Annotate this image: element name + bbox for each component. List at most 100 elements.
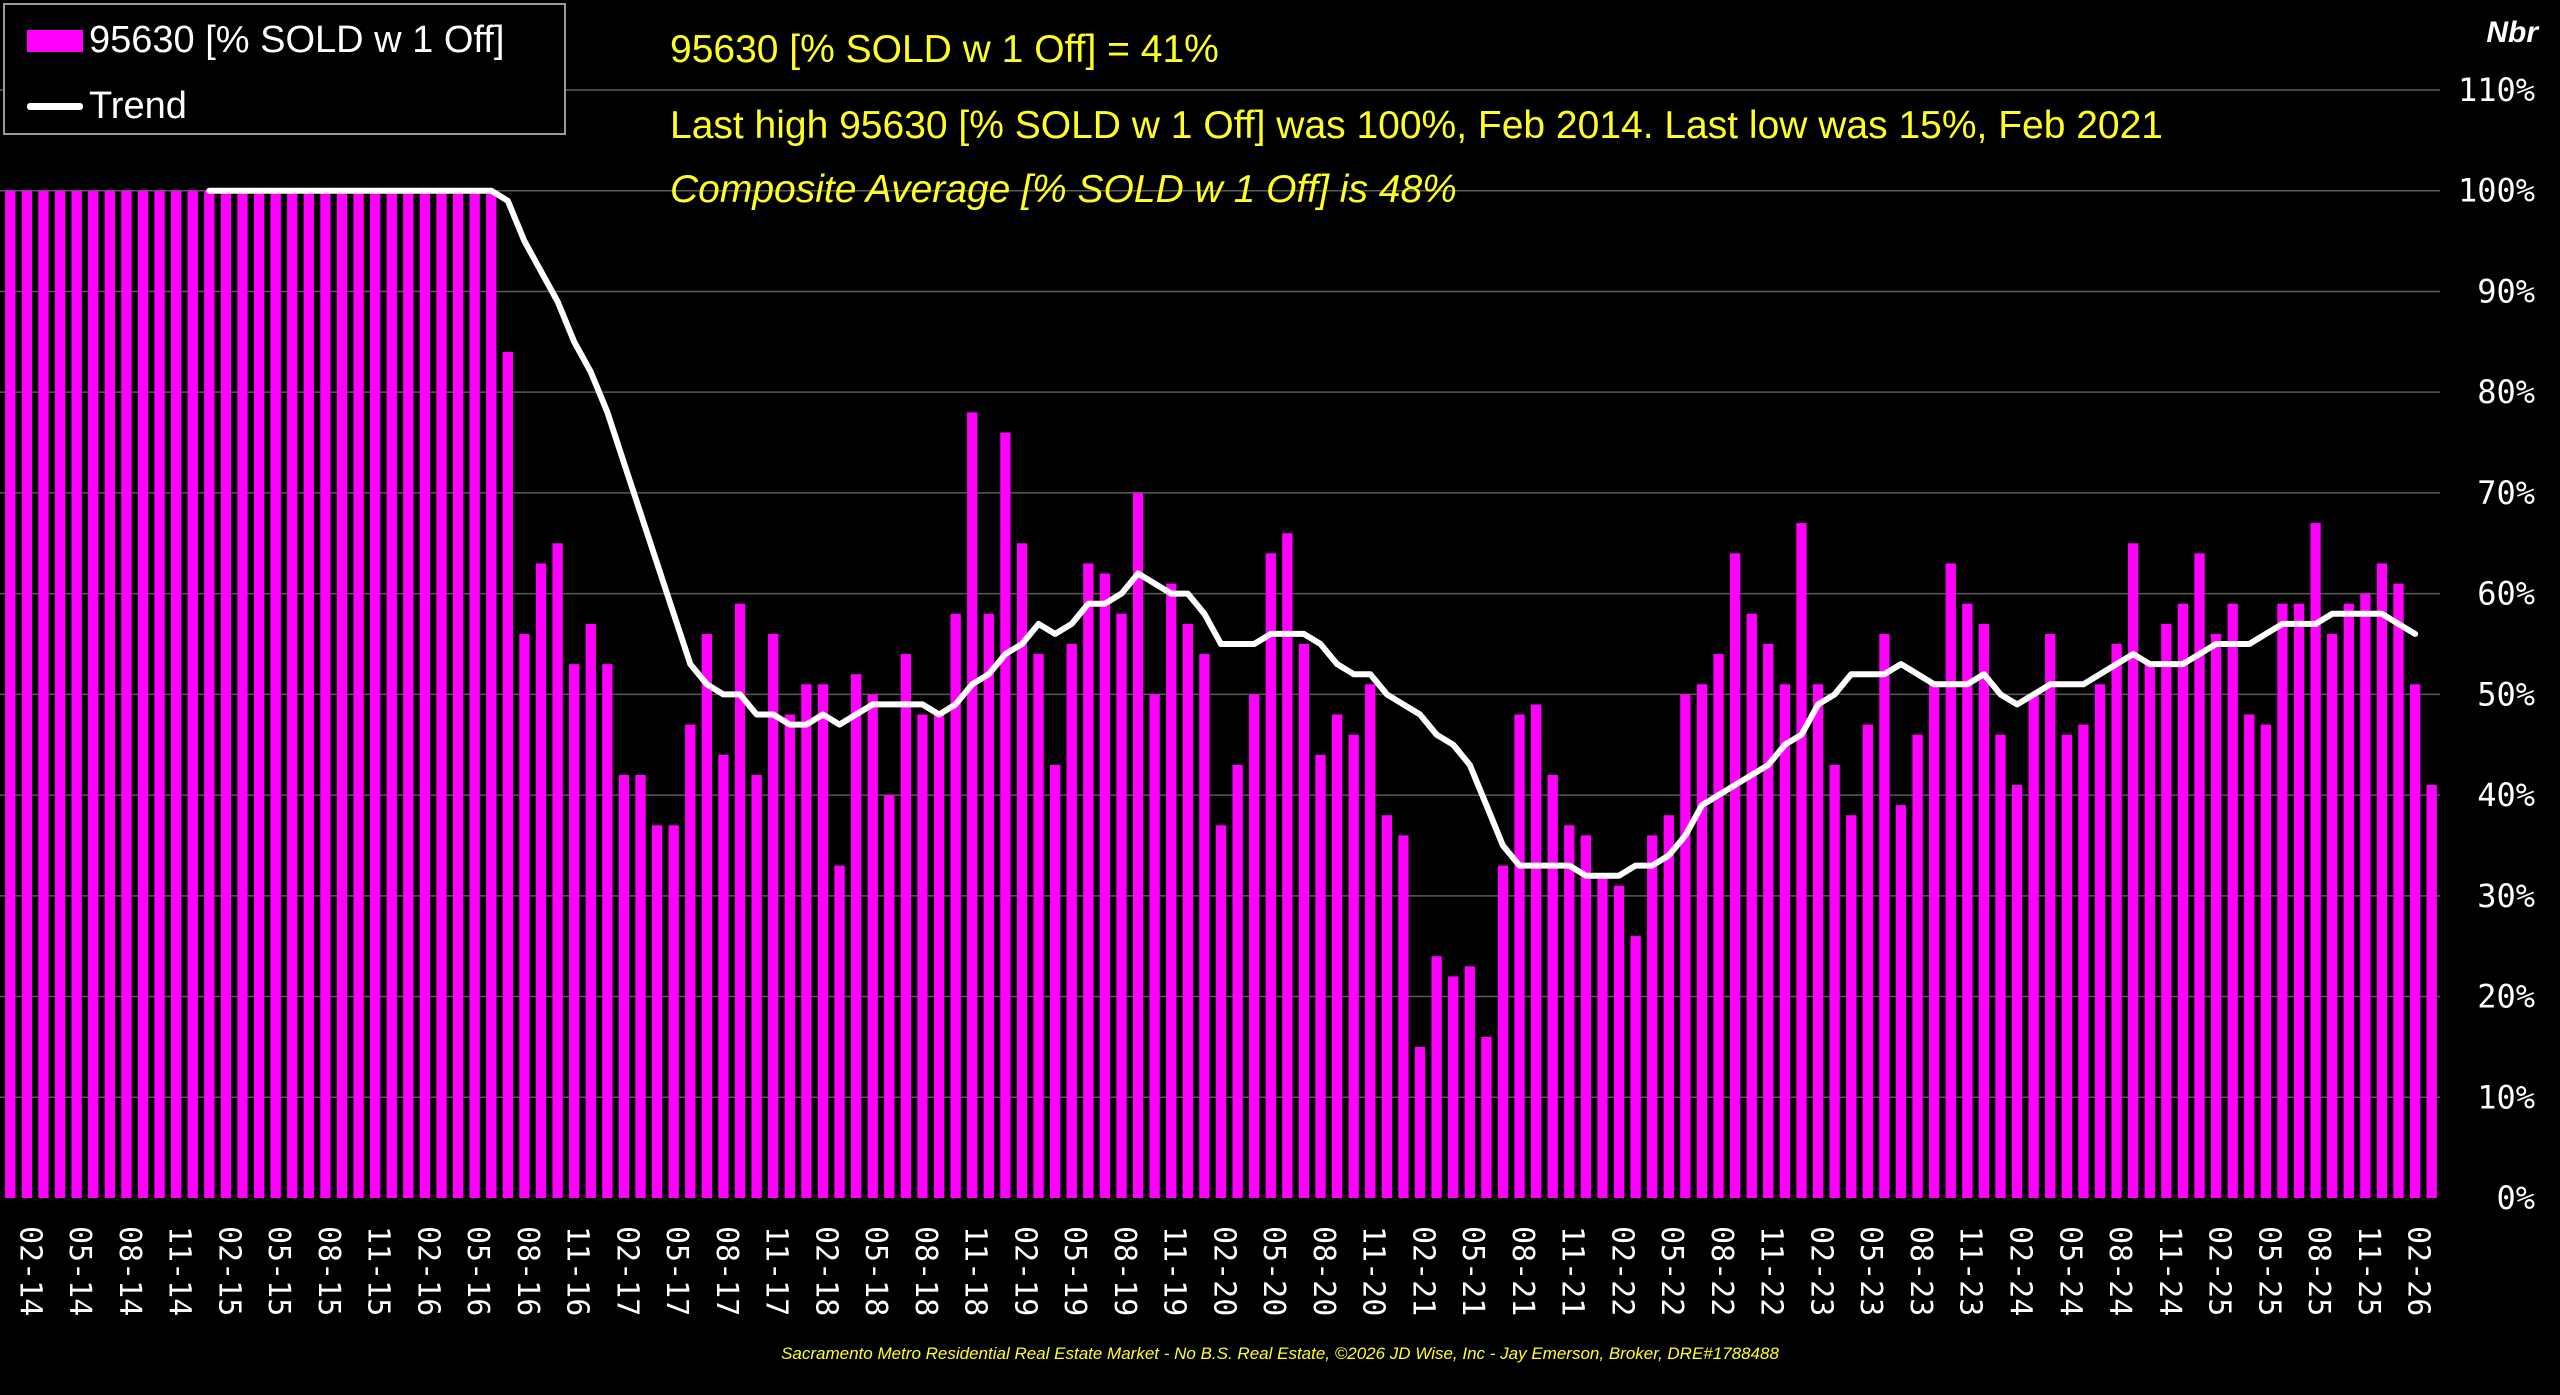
x-tick-label: 05-16 [460,1226,495,1316]
bar [1000,432,1011,1198]
bar [5,190,16,1198]
bar [121,190,132,1198]
bar [950,613,961,1198]
x-tick-label: 08-20 [1306,1226,1341,1316]
bar [353,190,364,1198]
bar [1497,865,1509,1198]
bar [1066,644,1077,1198]
y-tick-label: 60% [2477,575,2535,613]
bar [801,684,812,1198]
x-tick-label: 11-19 [1157,1226,1192,1316]
bar [2376,563,2388,1198]
bar [452,190,464,1198]
bar [220,190,232,1198]
bar [1083,563,1094,1198]
bar [1331,714,1343,1198]
bar [38,190,49,1198]
bar [204,190,215,1198]
bar [1912,734,1923,1198]
bar [502,351,513,1199]
bar [1547,774,1558,1198]
legend-swatch-bars [27,29,83,52]
bar [519,633,530,1198]
x-tick-label: 11-16 [560,1226,595,1316]
bar [701,633,713,1198]
bar [1663,815,1674,1198]
bar [2045,633,2056,1198]
bar [2343,603,2354,1198]
x-tick-label: 11-22 [1754,1226,1789,1316]
bar [1995,734,2006,1198]
bar [1481,1036,1492,1198]
bar [900,654,912,1198]
bar [1132,492,1144,1199]
x-tick-label: 08-22 [1704,1226,1739,1316]
y-tick-label: 70% [2477,474,2535,512]
x-tick-label: 02-15 [211,1226,246,1316]
x-tick-label: 05-21 [1455,1226,1490,1316]
x-tick-label: 02-22 [1604,1226,1639,1316]
bar [2293,603,2305,1198]
bar [386,190,397,1198]
bar [1298,644,1310,1198]
y-tick-label: 110% [2458,71,2535,109]
x-tick-label: 02-17 [609,1226,644,1316]
bar-series [5,190,2437,1199]
x-tick-label: 11-23 [1953,1226,1988,1316]
x-tick-label: 05-23 [1853,1226,1888,1316]
x-tick-label: 02-18 [808,1226,843,1316]
bar [1414,1046,1426,1198]
x-tick-label: 02-24 [2002,1226,2037,1316]
legend-label-bars: 95630 [% SOLD w 1 Off] [89,19,505,61]
bar [1978,623,1990,1198]
bar [2111,644,2122,1198]
bar [1680,694,1691,1198]
bar [270,190,281,1198]
x-tick-label: 11-20 [1356,1226,1391,1316]
bar [436,190,447,1198]
x-tick-label: 02-19 [1007,1226,1042,1316]
bar [1149,694,1160,1198]
bar [1381,815,1392,1198]
bar [336,190,348,1198]
bar [2177,603,2189,1198]
bar [2277,603,2288,1198]
x-tick-label: 08-14 [112,1226,147,1316]
x-tick-label: 05-17 [659,1226,694,1316]
info-current-value: 95630 [% SOLD w 1 Off] = 41% [670,28,1219,71]
y-tick-label: 90% [2477,272,2535,310]
x-tick-label: 05-14 [62,1226,97,1316]
bar [1647,835,1658,1198]
y-tick-label: 30% [2477,877,2535,915]
footer-credit: Sacramento Metro Residential Real Estate… [781,1344,1779,1363]
x-tick-label: 02-26 [2401,1226,2436,1316]
bar [1348,734,1359,1198]
bar [2227,603,2238,1198]
y-tick-label: 100% [2458,172,2535,210]
bar [2061,734,2072,1198]
bar [552,543,563,1198]
y-tick-label: 40% [2477,776,2535,814]
x-tick-label: 02-16 [410,1226,445,1316]
bar [1945,563,1956,1198]
y-tick-label: 80% [2477,373,2535,411]
x-tick-label: 05-19 [1057,1226,1092,1316]
bar [1448,976,1459,1198]
bar [1696,684,1708,1198]
bar [1182,623,1193,1198]
bar [1282,533,1293,1198]
bar [1630,936,1641,1198]
bar [1514,714,1525,1198]
bar [419,190,431,1198]
x-tick-label: 08-16 [510,1226,545,1316]
bar [535,563,547,1198]
y-tick-label: 0% [2496,1179,2535,1217]
bar [718,754,729,1198]
bar [1530,704,1542,1198]
x-axis-ticks: 02-14 05-14 08-14 11-14 02-15 05-15 08-15 11-15… [12,1226,2435,1316]
bar [1016,543,1028,1198]
bar [370,190,381,1198]
bar [1398,835,1409,1198]
bar [618,774,630,1198]
bar [2028,694,2039,1198]
